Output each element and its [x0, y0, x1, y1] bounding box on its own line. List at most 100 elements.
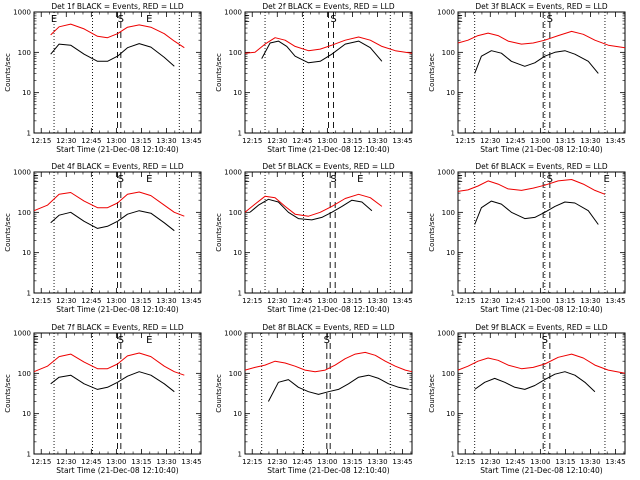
chart-panel: Det 7f BLACK = Events, RED = LLD 1 10 100 10…	[4, 323, 202, 475]
chart-title: Det 1f BLACK = Events, RED = LLD	[51, 2, 184, 11]
chart-title: Det 8f BLACK = Events, RED = LLD	[262, 323, 395, 332]
y-tick-label: 10	[446, 249, 455, 257]
x-tick-label: 12:15	[455, 297, 475, 305]
y-tick-label: 1000	[13, 9, 31, 17]
event-marker-label: E	[457, 335, 463, 346]
x-tick-label: 12:45	[292, 137, 312, 145]
x-tick-label: 12:15	[242, 297, 262, 305]
chart-panel: Det 3f BLACK = Events, RED = LLD 1 10 100 10…	[428, 2, 626, 154]
x-tick-label: 13:30	[156, 297, 176, 305]
x-tick-label: 13:15	[131, 458, 151, 466]
chart-panel: Det 9f BLACK = Events, RED = LLD 1 10 100 10…	[428, 323, 626, 475]
plot-frame	[457, 11, 626, 134]
event-marker-label: E	[603, 174, 609, 185]
x-tick-label: 12:15	[455, 458, 475, 466]
x-tick-label: 12:15	[242, 137, 262, 145]
x-tick-label: 12:45	[81, 297, 101, 305]
y-tick-label: 10	[22, 249, 31, 257]
x-tick-label: 13:45	[605, 458, 625, 466]
y-tick-label: 100	[442, 209, 455, 217]
x-tick-label: 12:15	[242, 458, 262, 466]
event-marker-label: E	[357, 174, 363, 185]
event-marker-label: S	[330, 174, 336, 185]
y-tick-label: 1	[238, 130, 242, 138]
event-marker-label: E	[146, 14, 152, 25]
x-tick-label: 13:45	[181, 137, 201, 145]
x-tick-label: 13:15	[342, 137, 362, 145]
x-tick-label: 13:30	[367, 137, 387, 145]
y-axis-label: Counts/sec	[4, 374, 12, 413]
plot-frame	[457, 332, 626, 455]
x-tick-label: 12:30	[480, 458, 500, 466]
x-tick-label: 12:15	[31, 297, 51, 305]
y-tick-label: 1	[27, 130, 31, 138]
y-tick-label: 1	[451, 290, 455, 298]
y-tick-label: 1	[238, 290, 242, 298]
event-marker-label: S	[330, 14, 336, 25]
x-tick-label: 13:00	[106, 137, 126, 145]
chart-panel: Det 1f BLACK = Events, RED = LLD 1 10 100 10…	[4, 2, 202, 154]
chart-panel: Det 6f BLACK = Events, RED = LLD 1 10 100 10…	[428, 162, 626, 314]
event-marker-label: S	[547, 14, 553, 25]
x-tick-label: 13:30	[156, 458, 176, 466]
y-axis-label: Counts/sec	[4, 53, 12, 92]
x-tick-label: 13:45	[181, 297, 201, 305]
y-tick-label: 10	[233, 89, 242, 97]
event-marker-label: E	[457, 14, 463, 25]
x-tick-label: 13:45	[392, 458, 412, 466]
x-tick-label: 13:15	[131, 297, 151, 305]
event-marker-label: E	[33, 335, 39, 346]
y-tick-label: 1000	[437, 169, 455, 177]
y-tick-label: 100	[442, 370, 455, 378]
series-line-events	[474, 200, 599, 225]
series-line-lld	[33, 352, 185, 376]
x-tick-label: 13:30	[367, 297, 387, 305]
y-tick-label: 1000	[13, 169, 31, 177]
x-axis-label: Start Time (21-Dec-08 12:10:40)	[56, 145, 178, 154]
x-tick-label: 13:00	[530, 137, 550, 145]
y-tick-label: 1000	[13, 330, 31, 338]
plot-frame	[244, 171, 413, 294]
plot-frame	[244, 332, 413, 455]
chart-title: Det 5f BLACK = Events, RED = LLD	[262, 162, 395, 171]
series-line-lld	[244, 36, 413, 54]
x-axis-label: Start Time (21-Dec-08 12:10:40)	[480, 305, 602, 314]
x-axis-label: Start Time (21-Dec-08 12:10:40)	[56, 305, 178, 314]
event-marker-label: E	[146, 335, 152, 346]
x-tick-label: 12:30	[56, 137, 76, 145]
series-line-lld	[244, 351, 413, 373]
x-tick-label: 13:45	[392, 297, 412, 305]
y-tick-label: 1	[451, 451, 455, 459]
x-tick-label: 13:30	[580, 297, 600, 305]
series-line-events	[50, 371, 175, 393]
series-line-lld	[33, 191, 185, 217]
event-marker-label: E	[457, 174, 463, 185]
x-tick-label: 12:30	[56, 297, 76, 305]
plot-frame	[457, 171, 626, 294]
chart-title: Det 6f BLACK = Events, RED = LLD	[475, 162, 608, 171]
x-tick-label: 12:30	[480, 297, 500, 305]
x-tick-label: 13:45	[605, 137, 625, 145]
x-tick-label: 12:30	[267, 458, 287, 466]
event-marker-label: E	[244, 14, 250, 25]
x-tick-label: 13:00	[317, 458, 337, 466]
y-tick-label: 1	[451, 130, 455, 138]
chart-panel: Det 2f BLACK = Events, RED = LLD 1 10 100 10…	[215, 2, 413, 154]
y-tick-label: 100	[229, 49, 242, 57]
event-marker-label: S	[547, 174, 553, 185]
x-tick-label: 13:30	[580, 137, 600, 145]
x-tick-label: 13:45	[181, 458, 201, 466]
x-tick-label: 12:15	[31, 137, 51, 145]
x-tick-label: 12:30	[480, 137, 500, 145]
x-tick-label: 13:15	[555, 297, 575, 305]
x-tick-label: 13:15	[342, 297, 362, 305]
y-tick-label: 100	[18, 209, 31, 217]
x-tick-label: 12:45	[81, 137, 101, 145]
x-axis-label: Start Time (21-Dec-08 12:10:40)	[56, 466, 178, 475]
event-marker-label: S	[542, 335, 548, 346]
series-line-events	[50, 210, 175, 232]
y-axis-label: Counts/sec	[215, 374, 223, 413]
x-axis-label: Start Time (21-Dec-08 12:10:40)	[267, 466, 389, 475]
y-tick-label: 1	[238, 451, 242, 459]
chart-title: Det 2f BLACK = Events, RED = LLD	[262, 2, 395, 11]
